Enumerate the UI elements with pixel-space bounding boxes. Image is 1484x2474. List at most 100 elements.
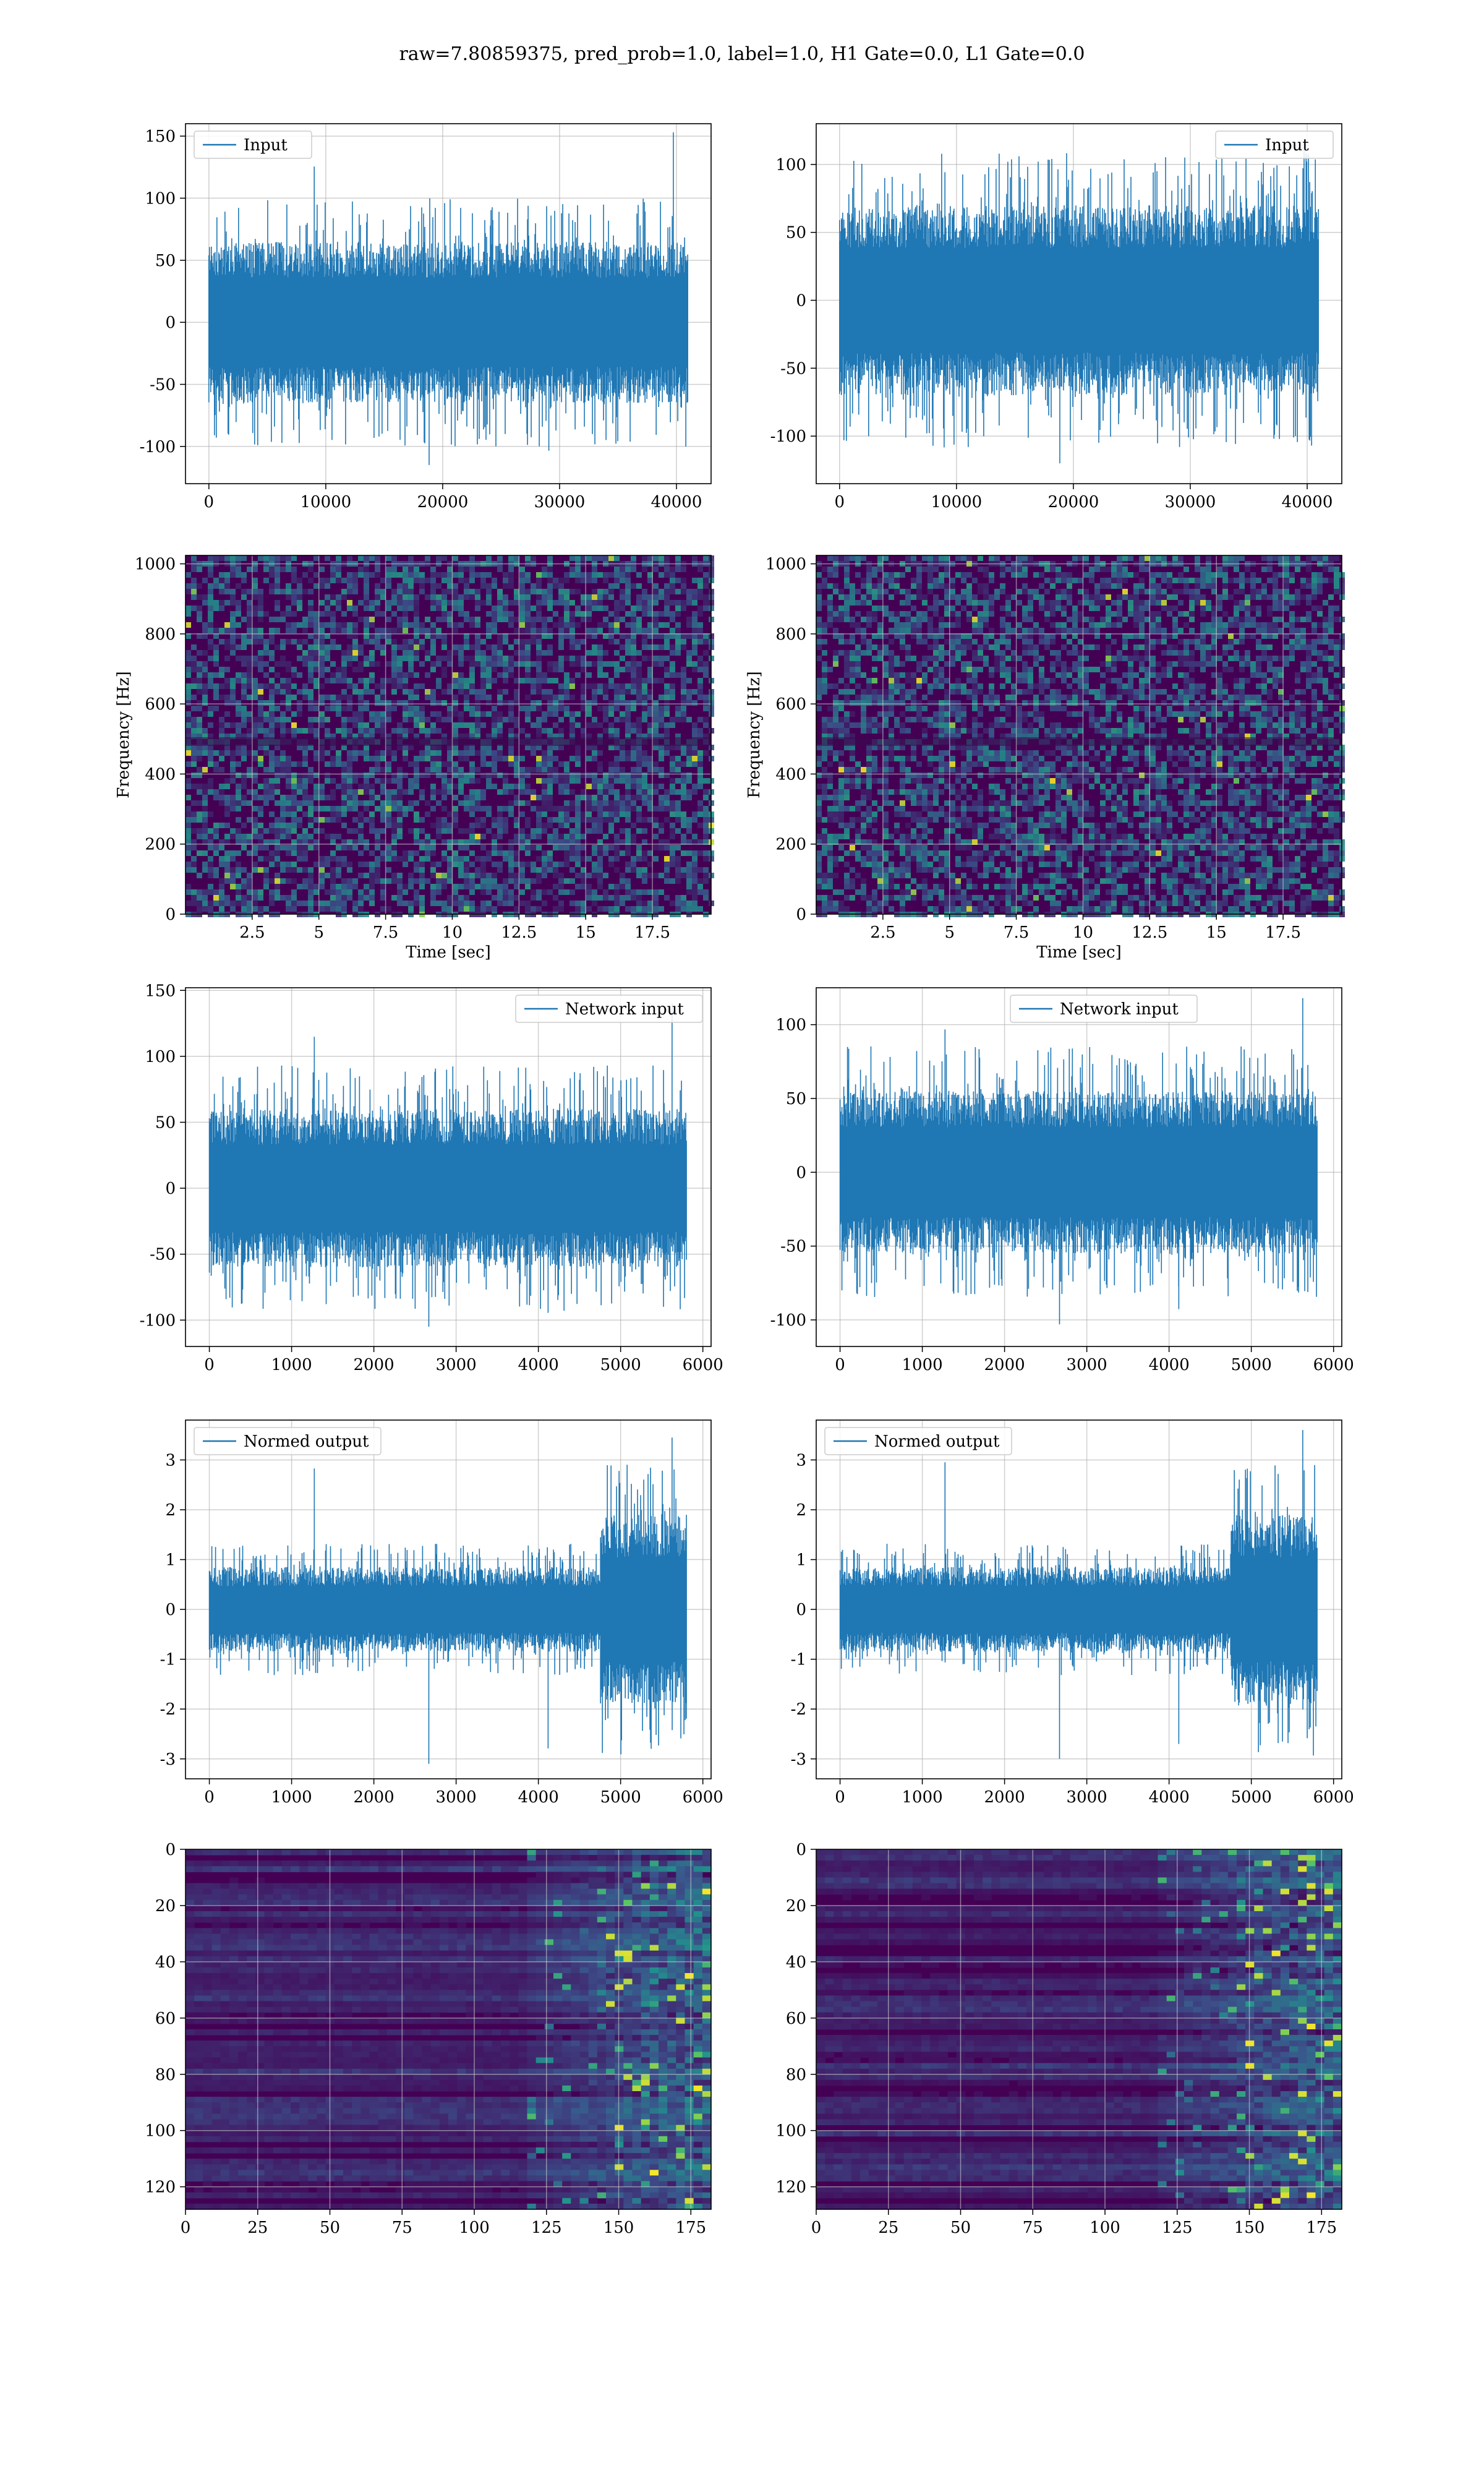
heatmap-cell <box>208 683 213 689</box>
heatmap-cell <box>480 795 486 800</box>
heatmap-cell <box>308 778 313 784</box>
heatmap-cell <box>631 689 636 695</box>
heatmap-cell <box>1161 606 1167 611</box>
heatmap-cells <box>186 555 714 917</box>
heatmap-cell <box>269 589 275 594</box>
heatmap-cell <box>302 750 308 756</box>
heatmap-cell <box>364 800 369 806</box>
heatmap-cell <box>236 784 241 789</box>
heatmap-cell <box>1167 650 1172 656</box>
heatmap-cell <box>955 617 961 622</box>
heatmap-cell <box>380 895 386 901</box>
heatmap-cell <box>659 722 664 728</box>
heatmap-cell <box>1306 600 1311 606</box>
heatmap-cell <box>1267 633 1273 639</box>
heatmap-cell <box>1200 567 1206 572</box>
heatmap-cell <box>514 761 519 767</box>
heatmap-cell <box>230 734 236 739</box>
heatmap-cell <box>302 661 308 667</box>
heatmap-cell <box>403 901 408 906</box>
heatmap-cell <box>531 878 536 884</box>
heatmap-cell <box>391 678 397 683</box>
heatmap-cell <box>447 761 453 767</box>
heatmap-cell <box>441 689 447 695</box>
heatmap-cell <box>224 834 230 839</box>
heatmap-cell <box>675 856 681 862</box>
heatmap-cell <box>369 850 375 856</box>
heatmap-cell <box>983 644 989 650</box>
heatmap-cell <box>686 661 692 667</box>
heatmap-cell <box>364 756 369 761</box>
heatmap-cell <box>653 817 659 823</box>
heatmap-cell <box>1072 644 1078 650</box>
heatmap-cell <box>475 600 480 606</box>
heatmap-cell <box>1228 633 1234 639</box>
heatmap-cell <box>620 689 625 695</box>
heatmap-cell <box>1145 650 1150 656</box>
heatmap-cell <box>219 800 224 806</box>
heatmap-cell <box>280 728 286 734</box>
heatmap-cell <box>597 845 603 850</box>
heatmap-cell <box>408 873 414 878</box>
heatmap-cell <box>419 789 425 795</box>
heatmap-cell <box>275 606 280 611</box>
heatmap-cell <box>586 711 592 717</box>
heatmap-cell <box>275 583 280 589</box>
heatmap-cell <box>1183 644 1189 650</box>
heatmap-cell <box>1139 606 1145 611</box>
heatmap-cell <box>603 689 608 695</box>
heatmap-cell <box>514 878 519 884</box>
heatmap-cell <box>1039 639 1044 644</box>
heatmap-cell <box>369 901 375 906</box>
heatmap-cell <box>1245 617 1250 622</box>
heatmap-cell <box>692 862 697 867</box>
heatmap-cell <box>414 800 419 806</box>
heatmap-cell <box>414 567 419 572</box>
heatmap-cell <box>341 717 347 722</box>
heatmap-cell <box>647 600 653 606</box>
heatmap-cell <box>386 567 391 572</box>
heatmap-cell <box>647 850 653 856</box>
heatmap-cell <box>547 711 553 717</box>
heatmap-cell <box>686 884 692 889</box>
heatmap-cell <box>319 906 325 912</box>
heatmap-cell <box>241 756 247 761</box>
heatmap-cell <box>302 617 308 622</box>
heatmap-cell <box>659 661 664 667</box>
heatmap-cell <box>1122 594 1128 600</box>
heatmap-cell <box>269 767 275 773</box>
heatmap-cell <box>1228 594 1234 600</box>
heatmap-cell <box>631 706 636 711</box>
heatmap-cell <box>280 656 286 661</box>
heatmap-cell <box>364 789 369 795</box>
heatmap-cell <box>197 750 202 756</box>
heatmap-cell <box>703 850 709 856</box>
heatmap-cell <box>308 700 313 706</box>
heatmap-cell <box>1250 633 1256 639</box>
heatmap-cell <box>469 745 475 750</box>
heatmap-cell <box>575 722 581 728</box>
heatmap-cell <box>911 578 916 583</box>
heatmap-cell <box>592 828 597 834</box>
heatmap-cell <box>375 589 380 594</box>
heatmap-cell <box>403 628 408 633</box>
heatmap-cell <box>486 667 492 672</box>
heatmap-cell <box>208 901 213 906</box>
heatmap-cell <box>330 617 336 622</box>
heatmap-cell <box>1273 622 1278 628</box>
heatmap-cell <box>1211 572 1217 578</box>
heatmap-cell <box>297 672 302 678</box>
heatmap-cell <box>1317 583 1323 589</box>
heatmap-cell <box>1306 644 1311 650</box>
heatmap-cell <box>569 773 575 778</box>
heatmap-cell <box>336 856 341 862</box>
heatmap-cell <box>453 555 458 561</box>
heatmap-cell <box>275 823 280 828</box>
heatmap-cell <box>1072 633 1078 639</box>
heatmap-cell <box>838 589 844 594</box>
heatmap-cell <box>575 567 581 572</box>
heatmap-cell <box>497 884 503 889</box>
heatmap-cell <box>519 622 525 628</box>
x-tick-label: 10 <box>442 923 463 942</box>
series-line <box>208 132 688 465</box>
